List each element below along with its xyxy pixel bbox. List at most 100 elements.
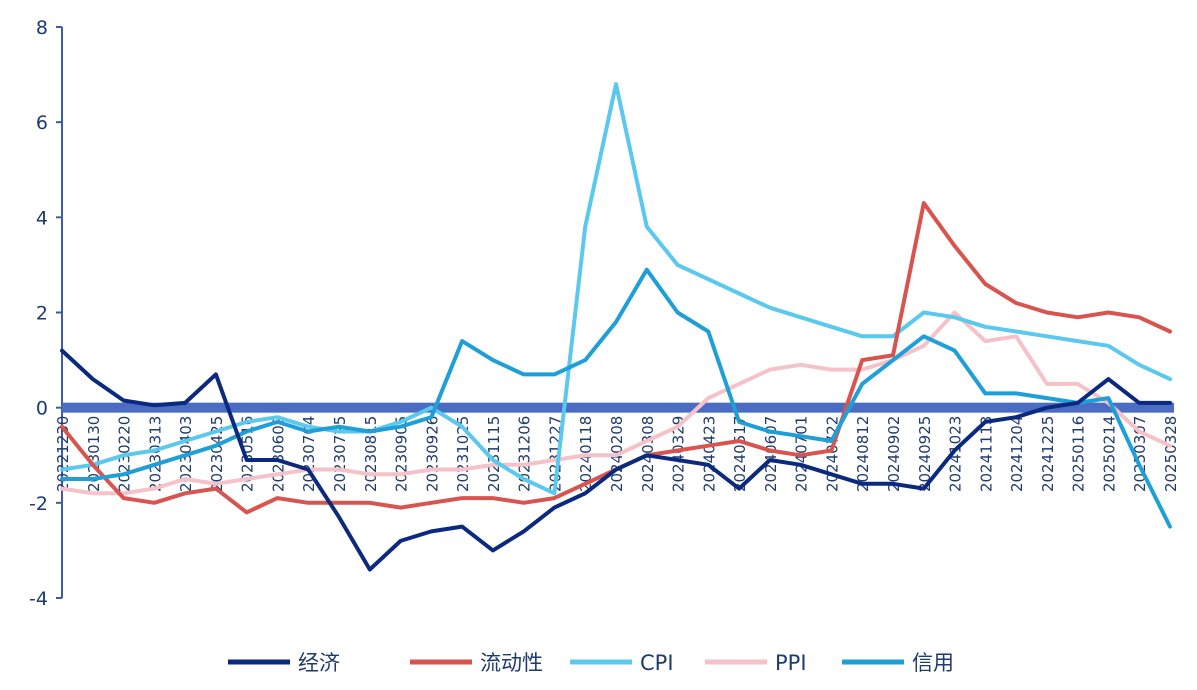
series-point	[953, 244, 956, 248]
series-point	[399, 473, 402, 476]
series-point	[183, 477, 187, 481]
series-point	[460, 339, 464, 343]
series-point	[891, 354, 895, 357]
series-point	[491, 458, 495, 462]
series-point	[953, 449, 956, 452]
series-point	[1168, 377, 1172, 381]
series-point	[491, 463, 495, 466]
series-point	[368, 430, 371, 433]
series-point	[1014, 416, 1018, 419]
series-point	[799, 454, 802, 457]
series-point	[553, 492, 556, 495]
series-point	[737, 292, 741, 295]
series-point	[768, 368, 772, 371]
series-point	[1045, 335, 1049, 338]
series-point	[922, 311, 925, 314]
series-point	[584, 492, 587, 495]
x-tick-label: 20250214	[1100, 416, 1118, 492]
x-tick-label: 20240902	[885, 416, 903, 492]
series-point	[153, 449, 156, 452]
series-point	[183, 401, 187, 405]
series-point	[1107, 344, 1110, 347]
series-point	[676, 458, 679, 462]
series-point	[1076, 382, 1079, 386]
series-point	[645, 454, 648, 457]
series-point	[307, 468, 310, 471]
x-tick-label: 20240517	[731, 416, 749, 492]
series-point	[430, 501, 433, 504]
series-point	[460, 468, 464, 471]
series-point	[584, 454, 587, 457]
series-point	[1138, 363, 1141, 366]
series-point	[183, 454, 187, 457]
series-point	[737, 439, 741, 443]
y-tick-label: 2	[36, 303, 48, 325]
series-point	[553, 506, 556, 509]
y-tick-label: 6	[36, 112, 48, 134]
series-point	[584, 225, 587, 228]
series-point	[399, 425, 402, 428]
series-point	[553, 496, 556, 500]
legend-label: 经济	[298, 651, 340, 675]
series-point	[861, 368, 864, 371]
series-point	[676, 449, 679, 452]
x-tick-label: 20250328	[1162, 416, 1180, 492]
series-point	[430, 530, 433, 533]
plot-series	[60, 82, 1172, 572]
x-tick-label: 20230609	[269, 416, 287, 492]
series-point	[522, 501, 525, 504]
series-point	[707, 396, 710, 400]
series-point	[799, 316, 802, 319]
series-point	[307, 501, 310, 504]
series-point	[984, 339, 987, 343]
series-point	[1138, 463, 1141, 466]
x-tick-label: 20230425	[208, 416, 226, 492]
series-point	[830, 449, 833, 452]
series-point	[430, 468, 433, 471]
series-point	[768, 449, 772, 452]
series-point	[399, 539, 402, 543]
series-point	[122, 454, 125, 457]
y-tick-label: 8	[36, 17, 48, 39]
series-point	[122, 399, 125, 402]
series-point	[60, 477, 64, 481]
series-point	[1014, 335, 1018, 338]
x-tick-label: 20231206	[516, 416, 534, 492]
zero-baseline-band	[62, 402, 1174, 413]
series-point	[337, 501, 341, 504]
series-point	[337, 468, 341, 471]
series-point	[245, 430, 248, 433]
x-tick-label: 20230926	[423, 416, 441, 492]
x-tick-label: 20241023	[947, 416, 965, 492]
series-point	[676, 311, 679, 314]
series-point	[614, 468, 618, 471]
series-point	[276, 473, 279, 476]
x-tick-label: 20241113	[977, 416, 995, 492]
series-point	[91, 477, 95, 481]
series-point	[276, 496, 279, 500]
series-point	[399, 420, 402, 424]
series-point	[122, 492, 125, 495]
series-point	[737, 487, 741, 490]
series-point	[153, 404, 156, 407]
series-point	[891, 358, 895, 362]
series-point	[553, 373, 556, 376]
series-point	[953, 316, 956, 319]
series-point	[60, 349, 64, 352]
series-point	[1138, 430, 1141, 433]
x-tick-label: 20230704	[300, 416, 318, 492]
series-point	[1014, 392, 1018, 395]
series-point	[91, 463, 95, 466]
series-point	[922, 344, 925, 347]
series-point	[799, 435, 802, 438]
series-point	[1138, 316, 1141, 319]
y-axis: -4 -2 0 2 4 6 8	[29, 17, 63, 610]
series-point	[60, 468, 64, 471]
series-point	[768, 458, 772, 462]
series-point	[1076, 316, 1079, 319]
x-tick-label: 20241225	[1039, 416, 1057, 492]
series-point	[1168, 444, 1172, 447]
series-point	[1168, 401, 1172, 405]
